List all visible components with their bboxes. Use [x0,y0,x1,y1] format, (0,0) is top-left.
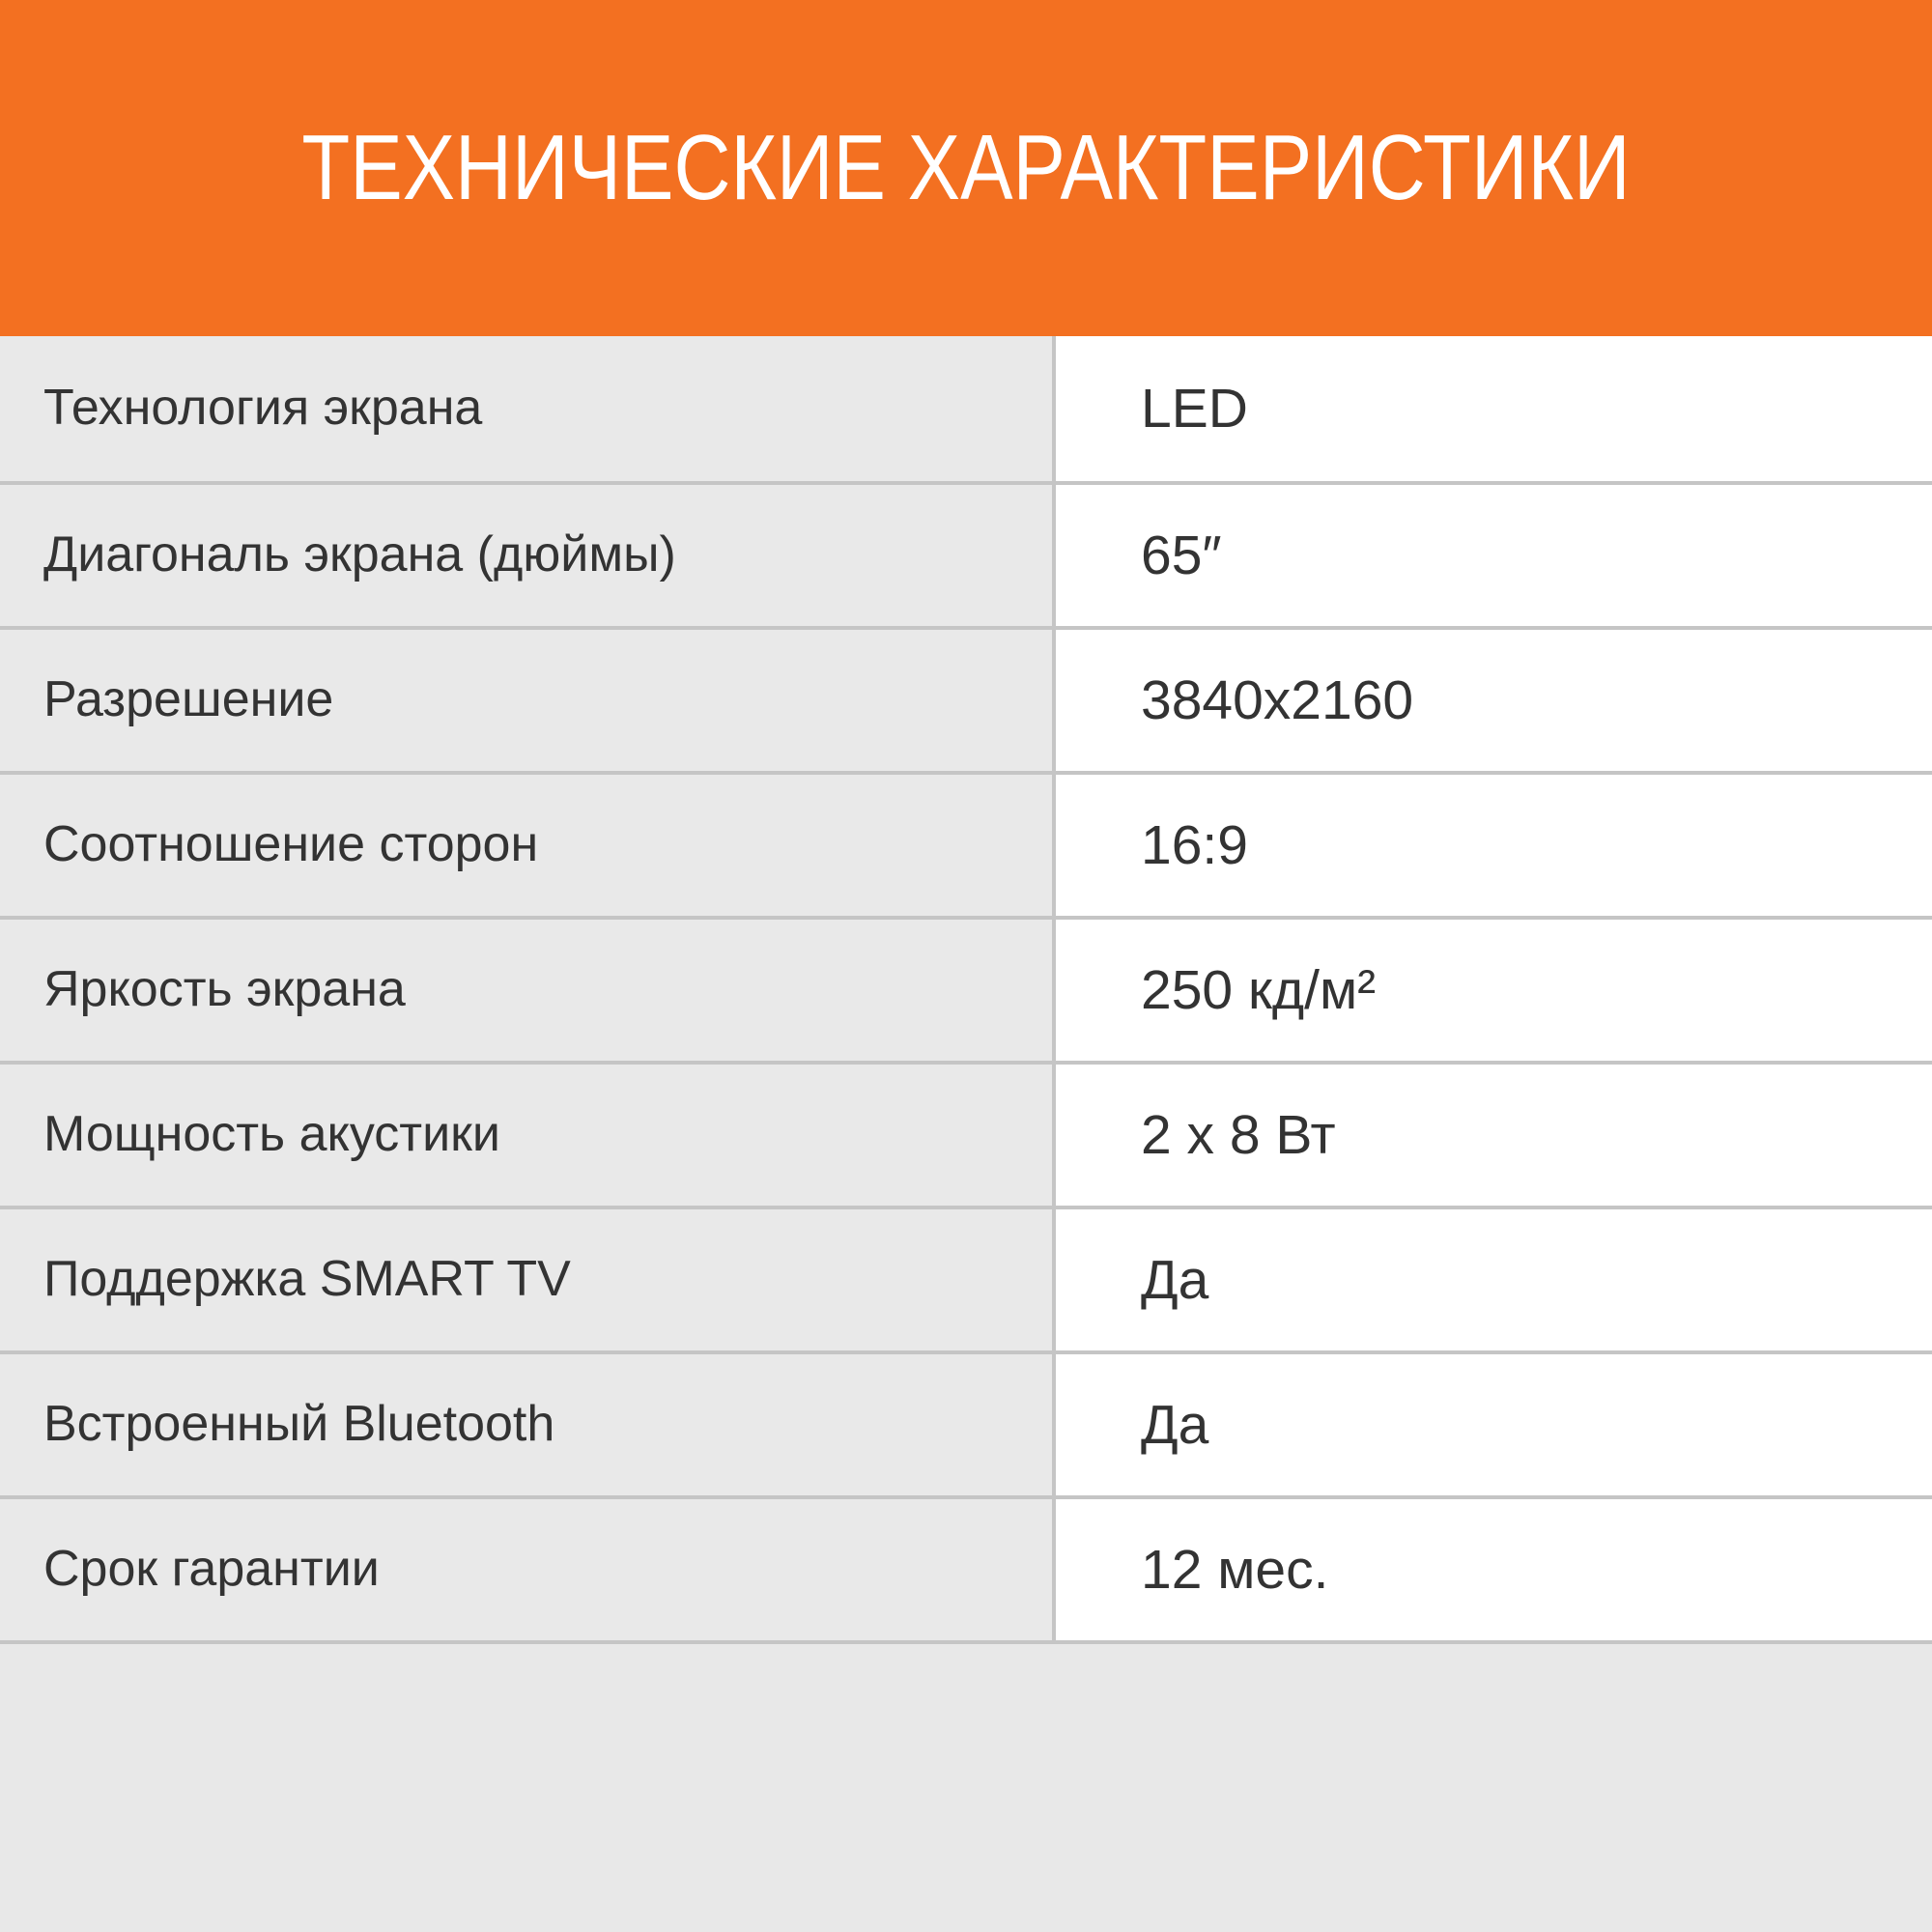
spec-label-cell: Разрешение [0,630,1056,771]
spec-value-cell: Да [1056,1354,1932,1495]
spec-label-cell: Технология экрана [0,336,1056,481]
spec-value: 2 x 8 Вт [1141,1103,1336,1166]
spec-value: 65″ [1141,524,1222,586]
spec-value: Да [1141,1248,1209,1311]
spec-value: 16:9 [1141,813,1248,876]
spec-label-cell: Поддержка SMART TV [0,1209,1056,1350]
spec-value: 3840x2160 [1141,668,1414,731]
page-title: ТЕХНИЧЕСКИЕ ХАРАКТЕРИСТИКИ [301,116,1631,219]
spec-label-cell: Яркость экрана [0,920,1056,1061]
spec-value-cell: 16:9 [1056,775,1932,916]
spec-label: Поддержка SMART TV [43,1251,571,1308]
spec-table: Технология экрана LED Диагональ экрана (… [0,336,1932,1644]
table-row: Мощность акустики 2 x 8 Вт [0,1061,1932,1206]
table-row: Поддержка SMART TV Да [0,1206,1932,1350]
spec-value-cell: 2 x 8 Вт [1056,1065,1932,1206]
header-banner: ТЕХНИЧЕСКИЕ ХАРАКТЕРИСТИКИ [0,0,1932,336]
spec-label-cell: Диагональ экрана (дюймы) [0,485,1056,626]
table-row: Срок гарантии 12 мес. [0,1495,1932,1640]
spec-label: Яркость экрана [43,961,406,1018]
table-row: Диагональ экрана (дюймы) 65″ [0,481,1932,626]
table-row: Соотношение сторон 16:9 [0,771,1932,916]
spec-label: Встроенный Bluetooth [43,1396,555,1453]
table-row: Разрешение 3840x2160 [0,626,1932,771]
spec-label: Соотношение сторон [43,816,539,873]
spec-label-cell: Срок гарантии [0,1499,1056,1640]
spec-label-cell: Соотношение сторон [0,775,1056,916]
spec-label: Срок гарантии [43,1541,380,1598]
spec-label: Мощность акустики [43,1106,500,1163]
table-row: Технология экрана LED [0,336,1932,481]
spec-label: Технология экрана [43,380,483,437]
spec-value-cell: 3840x2160 [1056,630,1932,771]
spec-label-cell: Мощность акустики [0,1065,1056,1206]
footer-space [0,1644,1932,1930]
spec-value: 12 мес. [1141,1538,1329,1601]
spec-value-cell: 65″ [1056,485,1932,626]
spec-value-cell: Да [1056,1209,1932,1350]
spec-value-cell: 250 кд/м² [1056,920,1932,1061]
table-row: Яркость экрана 250 кд/м² [0,916,1932,1061]
spec-value-cell: LED [1056,336,1932,481]
spec-label: Разрешение [43,671,334,728]
spec-value: 250 кд/м² [1141,958,1377,1021]
spec-label: Диагональ экрана (дюймы) [43,526,676,583]
spec-label-cell: Встроенный Bluetooth [0,1354,1056,1495]
spec-value: LED [1141,377,1248,440]
spec-value-cell: 12 мес. [1056,1499,1932,1640]
table-row: Встроенный Bluetooth Да [0,1350,1932,1495]
spec-value: Да [1141,1393,1209,1456]
